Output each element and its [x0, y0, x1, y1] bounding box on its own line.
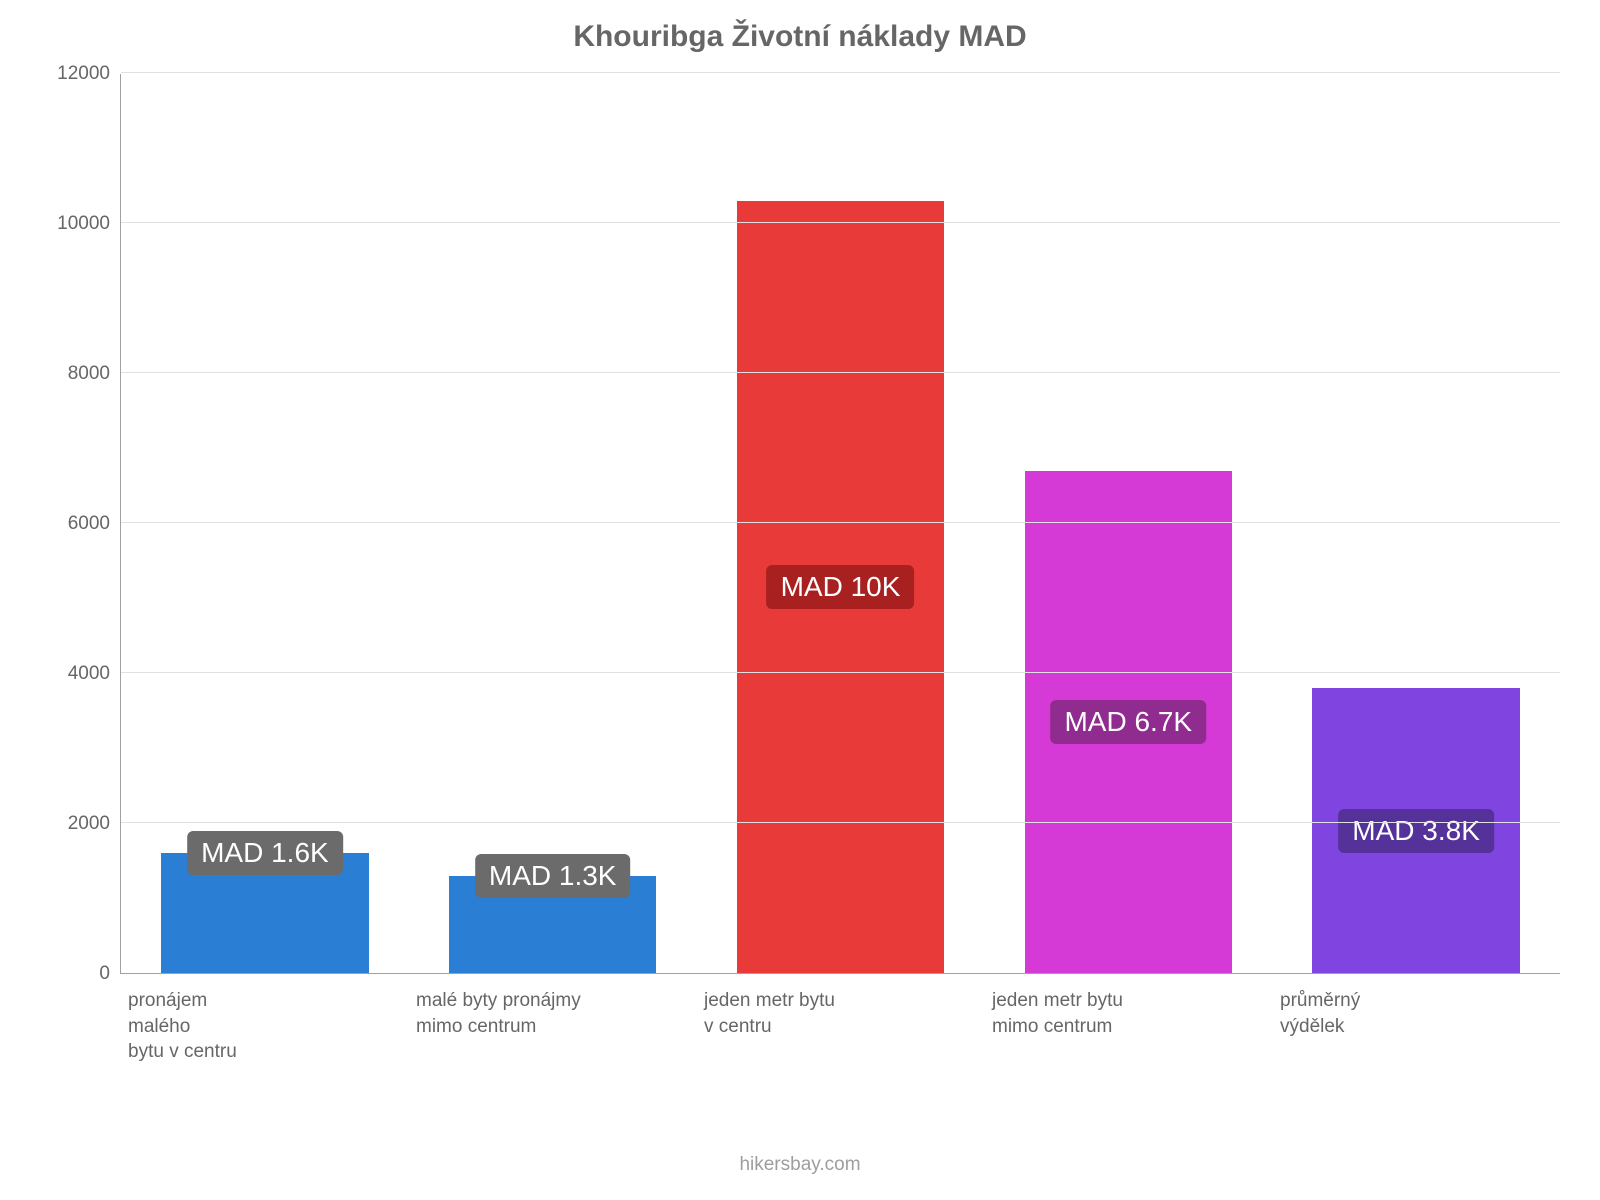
plot-area: 020004000600080001000012000 MAD 1.6KMAD …	[40, 74, 1560, 974]
bar: MAD 10K	[737, 201, 944, 973]
chart-title: Khouribga Životní náklady MAD	[40, 20, 1560, 54]
chart-container: Khouribga Životní náklady MAD 0 2000 4000 6…	[0, 0, 1600, 1200]
bars-row: MAD 1.6K MAD 1.3K MAD 10K MAD 6.7K MAD 3.8K	[121, 74, 1560, 973]
bar-slot: MAD 6.7K	[984, 74, 1272, 973]
bar-slot: MAD 1.3K	[409, 74, 697, 973]
x-axis: pronájemmaléhobytu v centrumalé byty pro…	[120, 974, 1560, 1065]
y-tick-label: 2000	[68, 813, 110, 835]
x-axis-label: malé byty pronájmymimo centrum	[408, 974, 696, 1065]
x-axis-label: jeden metr bytumimo centrum	[984, 974, 1272, 1065]
bar-value-label: MAD 3.8K	[1338, 809, 1494, 853]
bar-value-label: MAD 10K	[767, 565, 915, 609]
y-tick-label: 8000	[68, 363, 110, 385]
gridline	[121, 822, 1560, 823]
bar-value-label: MAD 1.6K	[187, 831, 343, 875]
gridline	[121, 72, 1560, 73]
x-axis-label: průměrnývýdělek	[1272, 974, 1560, 1065]
y-tick-label: 6000	[68, 513, 110, 535]
gridline	[121, 372, 1560, 373]
bar-slot: MAD 3.8K	[1272, 74, 1560, 973]
bar-value-label: MAD 6.7K	[1050, 700, 1206, 744]
bar-slot: MAD 1.6K	[121, 74, 409, 973]
x-axis-label: pronájemmaléhobytu v centru	[120, 974, 408, 1065]
grid-and-bars: MAD 1.6K MAD 1.3K MAD 10K MAD 6.7K MAD 3.8K	[120, 74, 1560, 974]
bar-value-label: MAD 1.3K	[475, 854, 631, 898]
y-tick-label: 10000	[57, 213, 110, 235]
gridline	[121, 672, 1560, 673]
x-axis-label: jeden metr bytuv centru	[696, 974, 984, 1065]
y-tick-label: 0	[99, 963, 110, 985]
bar: MAD 6.7K	[1025, 471, 1232, 973]
attribution-text: hikersbay.com	[0, 1154, 1600, 1176]
bar: MAD 1.3K	[449, 876, 656, 973]
bar: MAD 1.6K	[161, 853, 368, 973]
y-axis: 020004000600080001000012000	[40, 74, 120, 974]
bar: MAD 3.8K	[1312, 688, 1519, 973]
gridline	[121, 522, 1560, 523]
bar-slot: MAD 10K	[697, 74, 985, 973]
y-tick-label: 12000	[57, 63, 110, 85]
gridline	[121, 222, 1560, 223]
y-tick-label: 4000	[68, 663, 110, 685]
